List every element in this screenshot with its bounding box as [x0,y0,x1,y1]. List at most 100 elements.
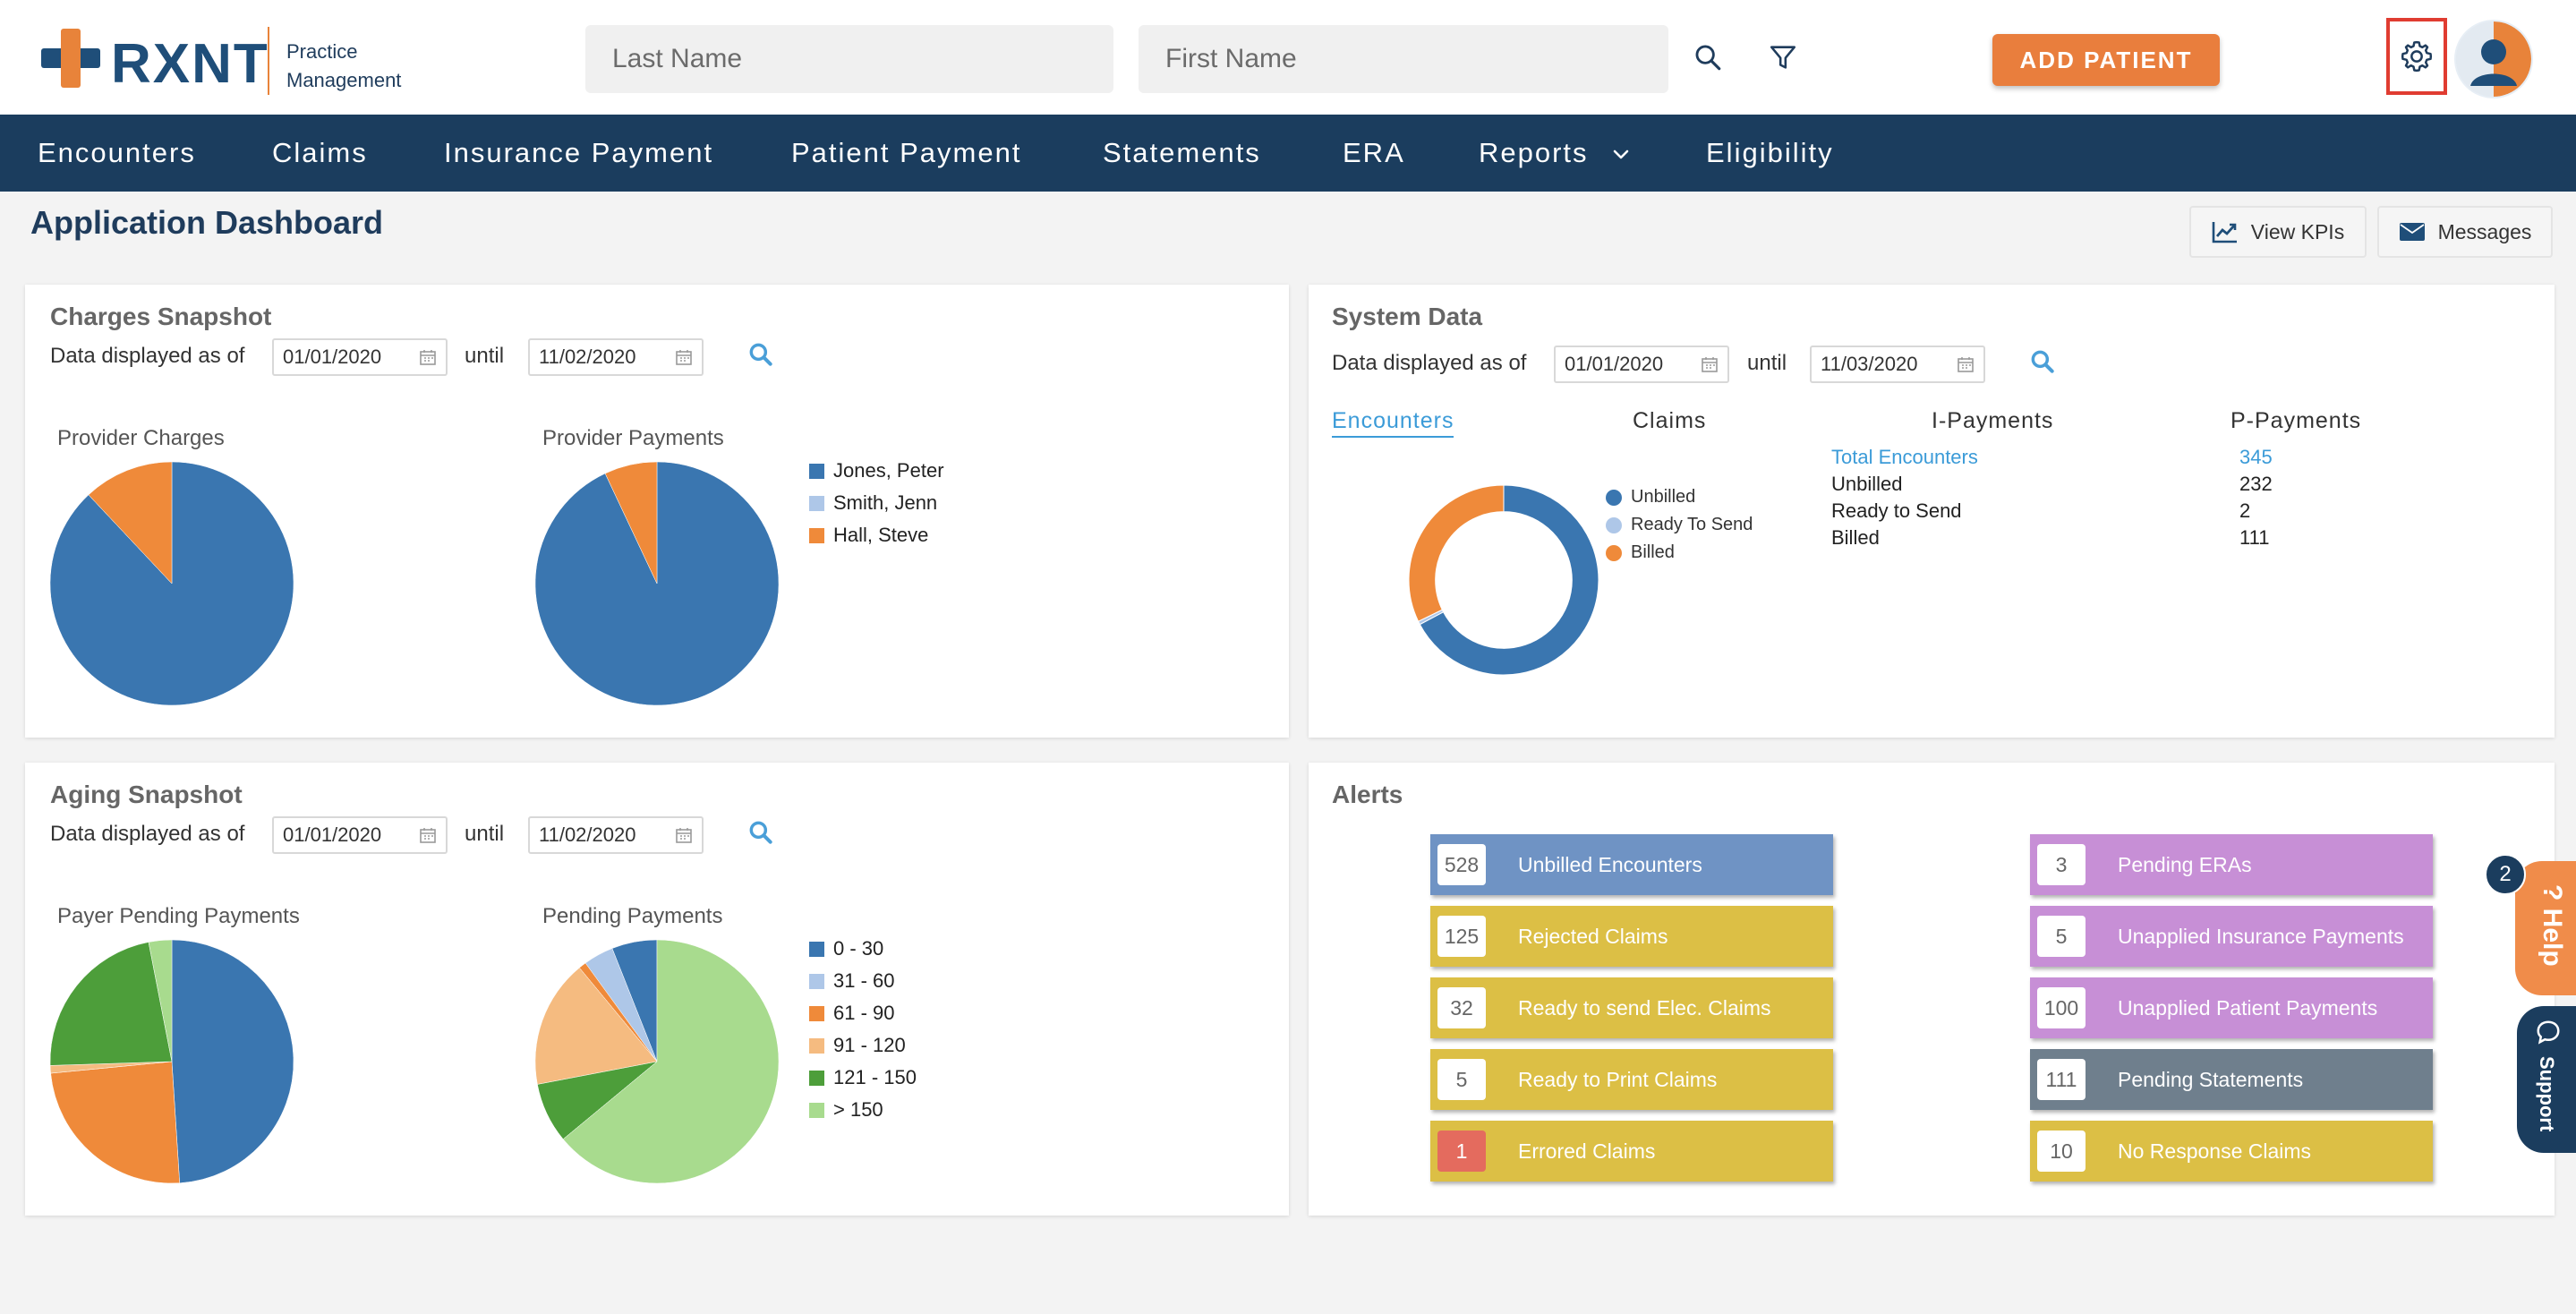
nav-eligibility[interactable]: Eligibility [1706,137,1834,168]
rxnt-logo[interactable]: RXNT Practice Management [41,27,417,98]
pie-slice-hall-steve[interactable] [604,461,658,584]
pie-slice-61-90[interactable] [50,1061,180,1184]
pie-slice-unbilled[interactable] [1419,484,1599,676]
alert-rejected-claims[interactable]: 125 Rejected Claims [1430,906,1833,967]
messages-label: Messages [2437,219,2532,243]
aging-search-icon[interactable] [746,818,775,847]
search-button[interactable] [1683,32,1733,82]
alert-unbilled-encounters[interactable]: 528 Unbilled Encounters [1430,834,1833,895]
pending-payments-label: Pending Payments [542,904,723,928]
alert-ready-print-claims[interactable]: 5 Ready to Print Claims [1430,1049,1833,1110]
support-tab[interactable]: Support [2517,1006,2576,1153]
charges-search-icon[interactable] [746,340,775,369]
alert-pending-statements[interactable]: 111 Pending Statements [2030,1049,2433,1110]
pie-slice-91-120[interactable] [534,967,658,1085]
system-search-icon[interactable] [2028,347,2057,376]
legend-item: Hall, Steve [809,519,944,551]
nav-era[interactable]: ERA [1343,137,1405,168]
alert-unapplied-insurance[interactable]: 5 Unapplied Insurance Payments [2030,906,2433,967]
legend-label: > 150 [833,1098,883,1121]
gear-icon [2401,40,2433,73]
alert-no-response-claims[interactable]: 10 No Response Claims [2030,1121,2433,1182]
tab-claims[interactable]: Claims [1633,408,1707,433]
legend-label: Billed [1631,542,1675,562]
tab-p-payments[interactable]: P-Payments [2231,408,2362,433]
alert-label: No Response Claims [2118,1139,2312,1163]
calendar-icon [1958,357,1974,372]
legend-label: Jones, Peter [833,459,944,482]
legend-swatch [809,495,824,511]
first-name-input[interactable] [1139,25,1668,93]
alert-errored-claims[interactable]: 1 Errored Claims [1430,1121,1833,1182]
last-name-input[interactable] [585,25,1113,93]
pie-slice-150[interactable] [562,939,780,1184]
nav-encounters[interactable]: Encounters [38,137,196,168]
pending-payments-pie [534,939,780,1184]
add-patient-button[interactable]: ADD PATIENT [1992,34,2220,86]
legend-dot [1606,544,1622,561]
legend-swatch [809,973,824,989]
alert-label: Ready to send Elec. Claims [1518,995,1771,1020]
nav-statements[interactable]: Statements [1103,137,1261,168]
provider-legend: Jones, Peter Smith, Jenn Hall, Steve [809,455,944,551]
view-kpis-button[interactable]: View KPIs [2189,206,2367,258]
user-avatar[interactable] [2454,20,2533,98]
calendar-icon [676,828,692,843]
alert-count: 100 [2037,987,2086,1028]
help-label: Help [2538,908,2567,967]
legend-swatch [809,1037,824,1054]
legend-label: 31 - 60 [833,969,895,992]
nav-claims[interactable]: Claims [272,137,368,168]
charges-to-date[interactable]: 11/02/2020 [528,338,704,376]
filter-button[interactable] [1758,32,1808,82]
nav-insurance-payment[interactable]: Insurance Payment [444,137,714,168]
pie-slice-150[interactable] [148,939,173,1062]
alert-ready-send-elec-claims[interactable]: 32 Ready to send Elec. Claims [1430,977,1833,1038]
alert-count: 5 [1437,1059,1486,1100]
tab-i-payments[interactable]: I-Payments [1932,408,2054,433]
legend-item: 121 - 150 [809,1062,917,1094]
stat-value-total[interactable]: 345 [2239,446,2273,468]
system-to-date[interactable]: 11/03/2020 [1810,346,1985,383]
logo-sub-line1: Practice [286,40,358,63]
pie-slice-121-150[interactable] [49,942,173,1066]
aging-from-date[interactable]: 01/01/2020 [272,816,448,854]
legend-item: 31 - 60 [809,965,917,997]
charges-from-date[interactable]: 01/01/2020 [272,338,448,376]
charges-until-label: until [465,344,505,368]
support-label: Support [2536,1056,2558,1132]
settings-button[interactable] [2386,18,2447,95]
donut-legend: Unbilled Ready To Send Billed [1606,483,1753,567]
aging-to-date[interactable]: 11/02/2020 [528,816,704,854]
alert-pending-eras[interactable]: 3 Pending ERAs [2030,834,2433,895]
payer-pending-label: Payer Pending Payments [57,904,300,928]
alert-count: 111 [2037,1059,2086,1100]
legend-label: 61 - 90 [833,1002,895,1024]
logo-sub-line2: Management [286,69,402,91]
alert-label: Rejected Claims [1518,924,1668,948]
page-title: Application Dashboard [30,204,384,241]
pie-slice-0-30[interactable] [171,939,294,1183]
nav-patient-payment[interactable]: Patient Payment [791,137,1022,168]
envelope-icon [2399,223,2425,241]
alert-count: 32 [1437,987,1486,1028]
main-nav: Encounters Claims Insurance Payment Pati… [0,115,2576,192]
nav-reports[interactable]: Reports [1479,115,1632,192]
alert-label: Unbilled Encounters [1518,852,1702,876]
system-from-date[interactable]: 01/01/2020 [1554,346,1729,383]
alert-count: 1 [1437,1131,1486,1172]
tab-encounters[interactable]: Encounters [1332,408,1454,438]
stat-value-billed: 111 [2239,526,2270,549]
alert-unapplied-patient[interactable]: 100 Unapplied Patient Payments [2030,977,2433,1038]
charges-snapshot-panel: Charges Snapshot Data displayed as of 01… [25,285,1289,738]
help-tab[interactable]: ? Help [2515,861,2576,995]
stat-label-total[interactable]: Total Encounters [1831,446,1978,468]
legend-item: Jones, Peter [809,455,944,487]
pie-slice-billed[interactable] [1408,484,1505,622]
system-until-label: until [1747,351,1787,375]
logo-text: RXNT [111,33,269,95]
messages-button[interactable]: Messages [2377,206,2553,258]
legend-item: Unbilled [1606,483,1753,511]
pie-slice-hall-steve[interactable] [88,461,173,584]
provider-charges-label: Provider Charges [57,426,225,450]
